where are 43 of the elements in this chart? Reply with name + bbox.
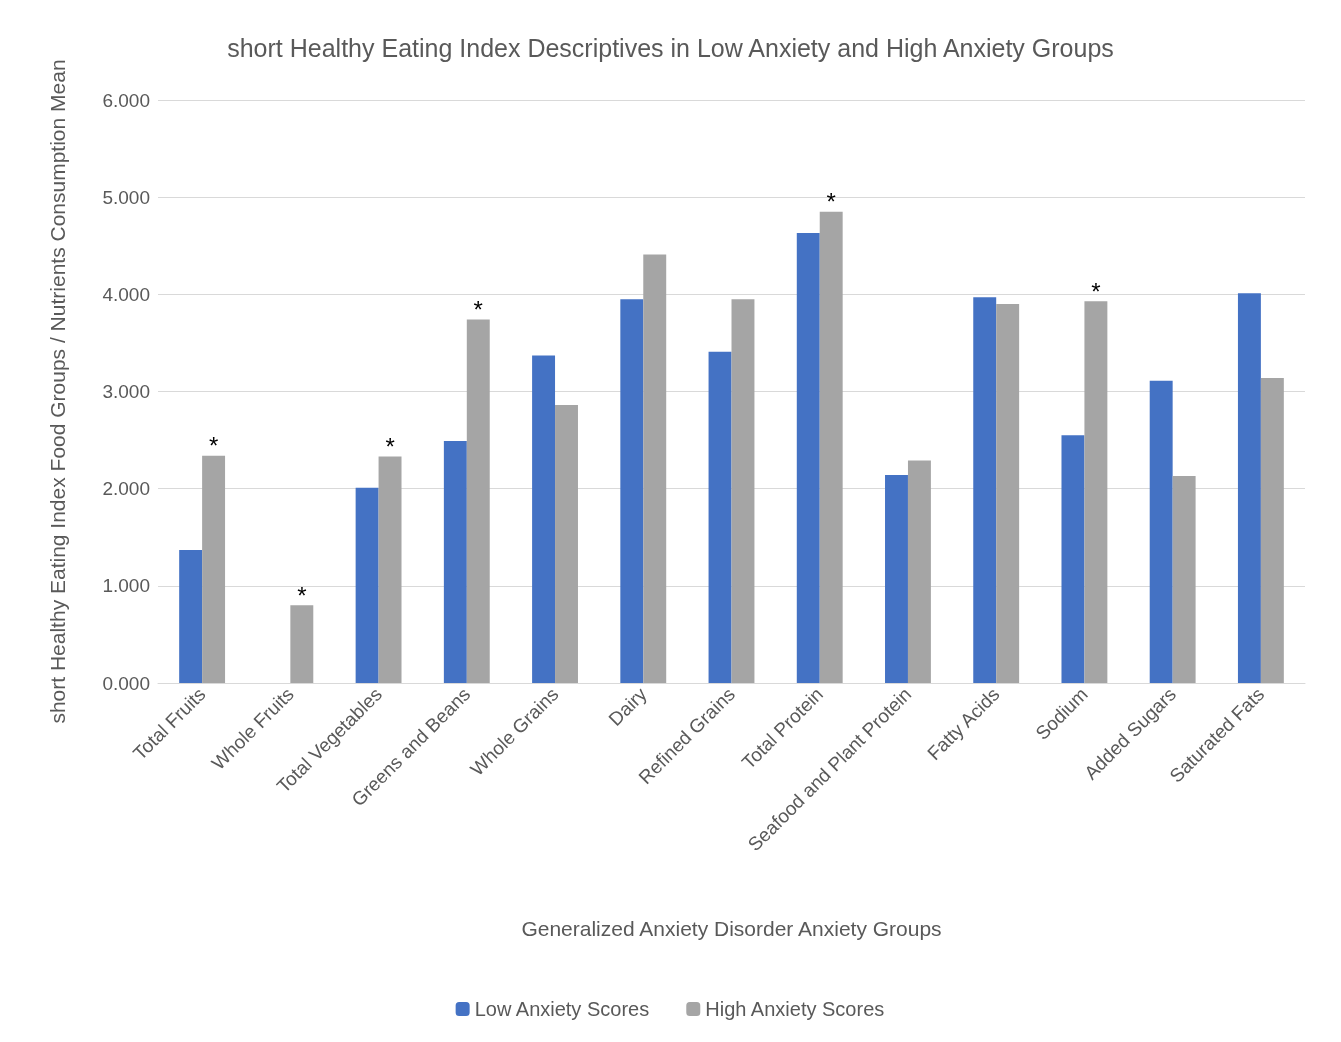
bar xyxy=(179,549,203,683)
chart-title: short Healthy Eating Index Descriptives in Low Anxiety and High Anxiety Groups xyxy=(227,33,1114,62)
bar xyxy=(1172,476,1196,683)
bar xyxy=(1061,435,1085,683)
x-axis-title: Generalized Anxiety Disorder Anxiety Groups xyxy=(521,917,942,940)
y-tick-label: 5.000 xyxy=(102,186,150,208)
bar xyxy=(708,351,732,683)
annotation: * xyxy=(385,433,395,461)
bar xyxy=(796,233,820,683)
bar xyxy=(1237,293,1261,683)
bar xyxy=(996,304,1020,683)
bar xyxy=(819,211,843,683)
y-tick-label: 6.000 xyxy=(102,89,150,111)
y-axis-title: short Healthy Eating Index Food Groups / Nutrients Consumption Mean xyxy=(46,59,69,724)
bar xyxy=(466,319,490,683)
legend-label: Low Anxiety Scores xyxy=(474,998,650,1020)
bar xyxy=(202,455,226,683)
bar xyxy=(1260,377,1284,683)
y-tick-label: 1.000 xyxy=(102,575,150,597)
bar xyxy=(532,355,556,683)
annotation: * xyxy=(208,432,219,460)
bar xyxy=(731,299,755,683)
bar xyxy=(643,254,667,683)
annotation: * xyxy=(1091,277,1101,305)
bar xyxy=(355,487,379,683)
bar xyxy=(907,460,931,683)
y-tick-label: 2.000 xyxy=(102,478,150,500)
y-tick-label: 3.000 xyxy=(102,381,150,402)
bar xyxy=(1084,301,1108,683)
annotation: * xyxy=(826,188,836,216)
bar xyxy=(1149,380,1173,683)
bar xyxy=(620,299,644,683)
bar xyxy=(555,405,578,683)
bar xyxy=(378,456,402,683)
annotation: * xyxy=(297,581,307,609)
bar xyxy=(973,297,997,683)
legend-label: High Anxiety Scores xyxy=(705,998,885,1020)
y-tick-label: 4.000 xyxy=(102,283,150,305)
bar xyxy=(885,475,908,683)
annotation: * xyxy=(473,296,483,324)
bar xyxy=(443,441,467,683)
y-tick-label: 0.000 xyxy=(102,672,150,694)
bar xyxy=(290,605,314,683)
